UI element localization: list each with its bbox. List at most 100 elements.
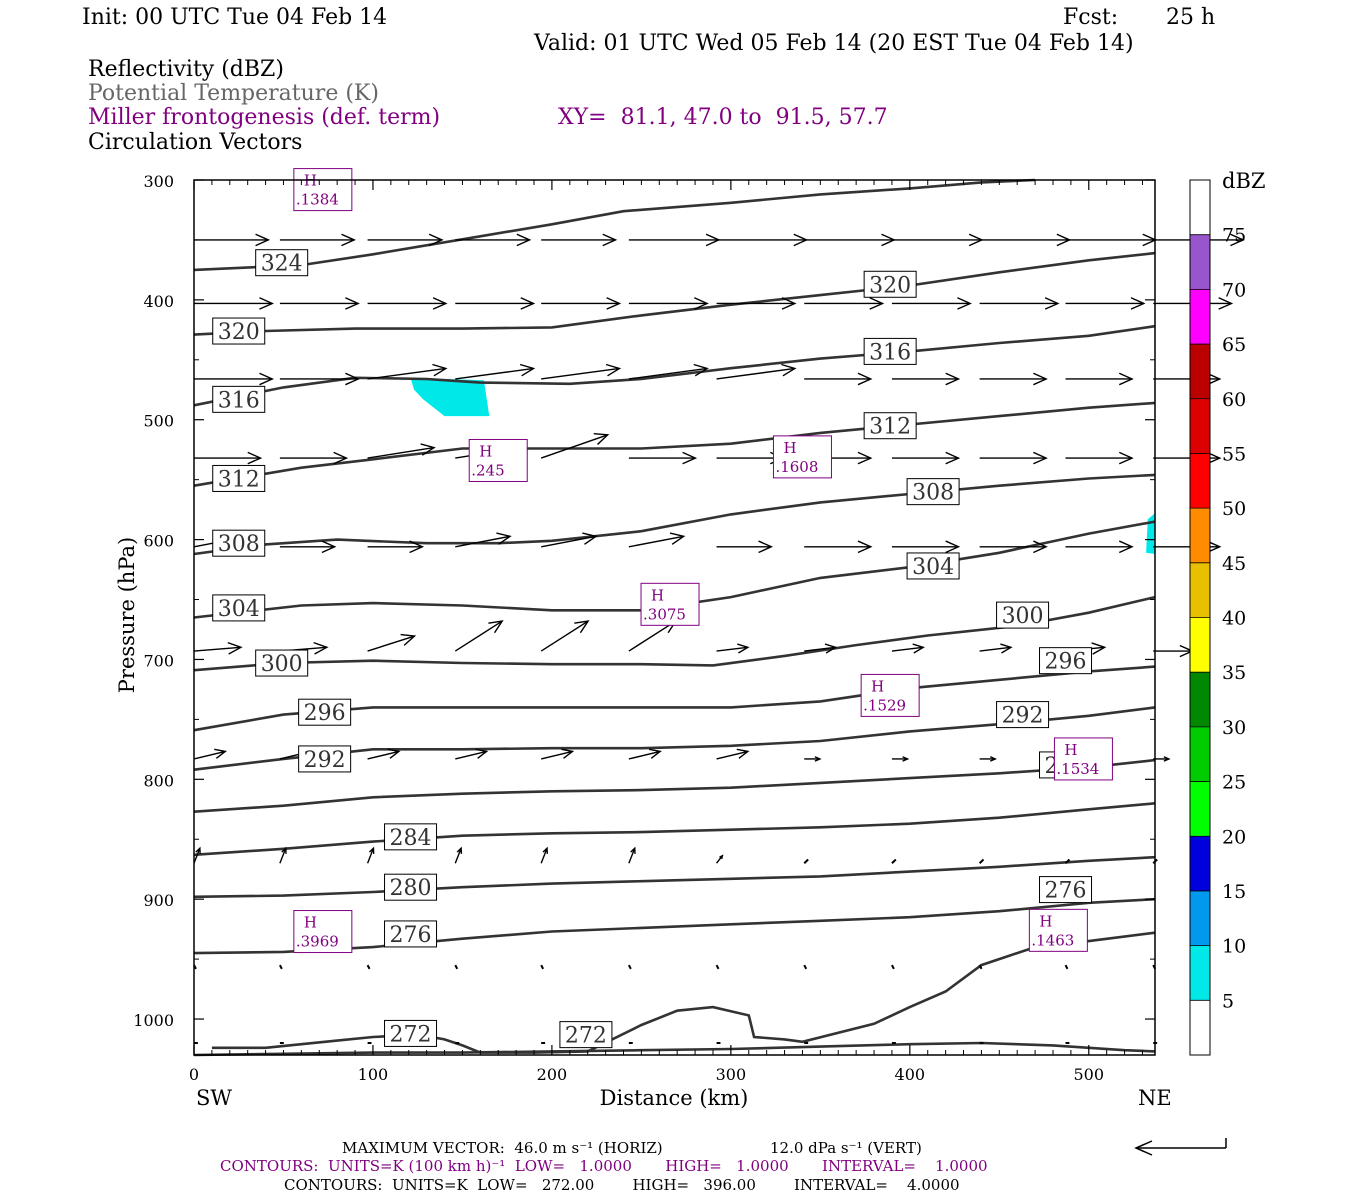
- vector-head: [475, 748, 489, 759]
- circulation-vector: [891, 964, 895, 970]
- vector-head: [1091, 642, 1107, 655]
- vector-head: [496, 532, 512, 545]
- circulation-vector: [367, 363, 448, 380]
- frontogenesis-max-value: .3969: [296, 933, 339, 951]
- contour-label-text: 292: [304, 748, 346, 773]
- y-tick-label: 500: [143, 412, 174, 431]
- circulation-vector: [891, 372, 961, 386]
- vector-head: [1118, 540, 1134, 554]
- contour-label-text: 304: [218, 597, 260, 622]
- circulation-vector: [455, 363, 536, 380]
- x-axis-label: Distance (km): [600, 1086, 749, 1110]
- vector-head: [333, 451, 349, 465]
- y-tick-label: 400: [143, 292, 174, 311]
- theta-contour-308: [193, 473, 1156, 556]
- frontogenesis-max-value: .1384: [296, 191, 339, 209]
- circulation-vector: [979, 540, 1048, 554]
- contour-label-box: [996, 701, 1050, 729]
- circulation-vector: [628, 451, 698, 465]
- vector-head: [214, 748, 227, 759]
- theta-contour-272: [193, 1041, 1156, 1057]
- theta-contour-284: [193, 802, 1156, 857]
- theta-contour-288: [193, 758, 1156, 813]
- theta-contour-272: [211, 931, 1156, 1054]
- vector-shaft: [455, 367, 534, 380]
- vector-shaft: [279, 847, 287, 864]
- vector-head: [1206, 540, 1222, 554]
- contour-label-text: 320: [218, 320, 260, 345]
- contour-label-text: 312: [869, 415, 911, 440]
- theta-contour-280: [193, 855, 1156, 899]
- y-axis-label: Pressure (hPa): [115, 537, 139, 693]
- vector-shaft: [979, 646, 1012, 652]
- vector-head: [1000, 643, 1013, 654]
- vector-head: [321, 540, 337, 554]
- circulation-vector: [367, 540, 425, 554]
- colorbar-tick-label: 35: [1222, 662, 1246, 684]
- contour-label: 292: [996, 701, 1050, 729]
- frontogenesis-max-box: [468, 438, 528, 482]
- contour-label-text: 276: [1045, 879, 1087, 904]
- vector-head: [345, 297, 360, 310]
- vector-shaft: [367, 635, 415, 652]
- theta-contour-316: [193, 324, 1156, 407]
- vector-shaft: [193, 750, 226, 760]
- contour-label-box: [255, 249, 309, 277]
- circulation-vector: [194, 451, 263, 465]
- vector-head: [945, 372, 961, 386]
- frontogenesis-max-label: H: [479, 442, 492, 460]
- reflectivity-area: [410, 377, 490, 417]
- vector-head: [694, 297, 709, 310]
- contour-label: 320: [863, 270, 917, 298]
- contour-label-box: [212, 594, 266, 622]
- circulation-vector: [1065, 233, 1158, 247]
- vector-head: [957, 297, 972, 310]
- circulation-vector: [891, 451, 961, 465]
- y-tick-label: 300: [143, 172, 174, 191]
- vector-head: [341, 233, 356, 247]
- circulation-vector: [193, 748, 227, 760]
- contour-label-box: [996, 601, 1050, 629]
- vector-head: [857, 451, 873, 465]
- forecast-label: Fcst:: [1063, 5, 1119, 30]
- vector-head: [400, 633, 417, 646]
- circulation-vector: [803, 964, 808, 970]
- circulation-vector: [803, 858, 809, 864]
- contour-label-text: 284: [390, 826, 432, 851]
- vector-shaft: [193, 847, 201, 864]
- vector-head: [1130, 297, 1146, 310]
- vector-shaft: [628, 750, 661, 760]
- contour-label: 308: [212, 529, 266, 557]
- vector-shaft: [455, 535, 511, 548]
- circulation-vector: [804, 540, 873, 554]
- circulation-vector: [891, 540, 961, 554]
- init-time: Init: 00 UTC Tue 04 Feb 14: [82, 5, 388, 30]
- frontogenesis-max-label: H: [304, 914, 317, 932]
- frontogenesis-max-label: H: [1039, 912, 1052, 930]
- x-tick-label: 100: [358, 1065, 389, 1084]
- vector-head: [195, 846, 201, 854]
- circulation-vector: [367, 748, 401, 760]
- circulation-vector: [541, 233, 618, 247]
- circulation-vector: [540, 964, 545, 970]
- vector-head: [432, 363, 448, 377]
- circulation-vector: [628, 532, 686, 548]
- circulation-vector: [716, 297, 797, 310]
- colorbar-tick-label: 55: [1222, 443, 1246, 465]
- contour-label: 276: [384, 920, 438, 948]
- circulation-vector: [279, 540, 337, 554]
- contour-label-text: 272: [565, 1024, 607, 1049]
- circulation-vector: [979, 451, 1048, 465]
- vector-head: [1218, 297, 1234, 310]
- circulation-vector: [628, 297, 709, 310]
- vector-head: [857, 372, 873, 386]
- vector-head: [989, 756, 997, 762]
- ne-end-label: NE: [1138, 1086, 1172, 1110]
- contour-label-text: 272: [390, 1022, 432, 1047]
- frontogenesis-max-value: .1529: [863, 696, 906, 714]
- circulation-vector: [978, 858, 985, 864]
- circulation-vector: [455, 532, 512, 548]
- field-potential-temperature: Potential Temperature (K): [88, 81, 379, 106]
- contour-label-box: [906, 478, 960, 506]
- contour-label-box: [384, 823, 438, 851]
